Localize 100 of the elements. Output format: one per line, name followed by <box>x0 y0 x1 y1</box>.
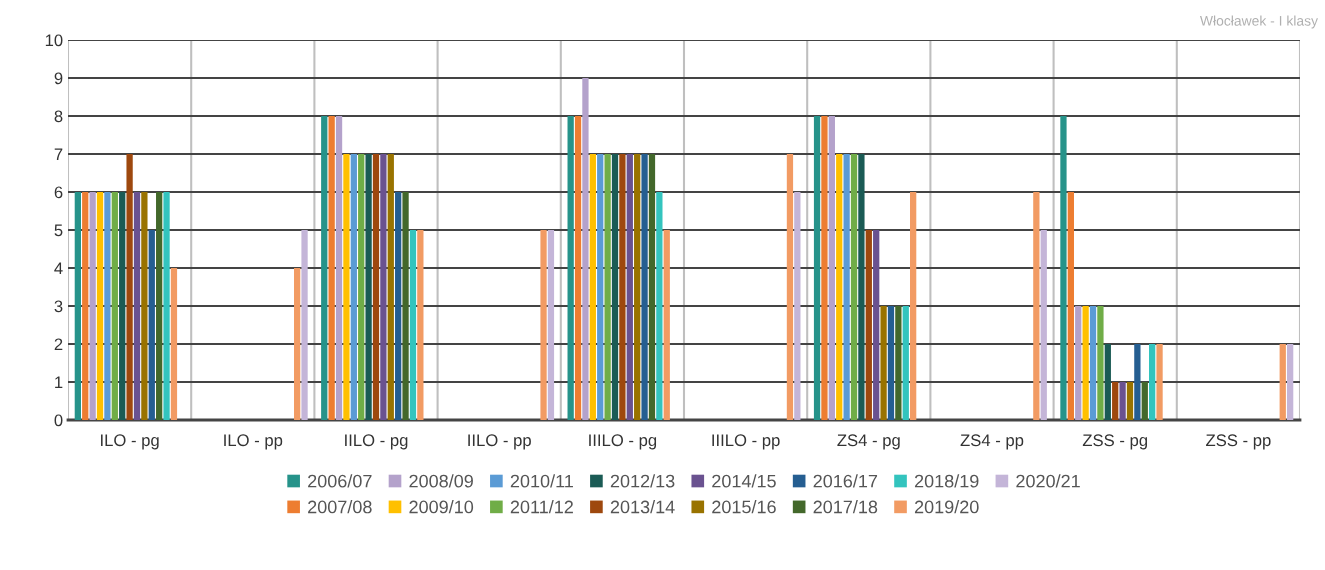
text: Włocławek - I klasy <box>1199 15 1318 29</box>
bar <box>887 306 895 420</box>
legend-label: 2007/08 <box>308 500 372 514</box>
bar <box>656 192 663 420</box>
bar <box>1287 344 1294 420</box>
bar <box>343 154 350 420</box>
bar <box>641 154 648 420</box>
x-tick-label: IILO - pp <box>468 434 531 450</box>
legend-label: 2011/12 <box>510 500 573 514</box>
x-tick-label: ILO - pg <box>101 434 159 450</box>
bar <box>902 306 909 420</box>
bar <box>1112 382 1119 420</box>
legend-label: 2017/18 <box>813 500 878 514</box>
bar <box>1119 382 1126 420</box>
bar <box>865 230 872 420</box>
bar <box>1134 344 1141 420</box>
x-tick-label: IIILO - pp <box>712 434 780 450</box>
bar <box>148 230 155 420</box>
y-tick-label: 2 <box>54 338 63 351</box>
bar <box>89 192 96 420</box>
bar <box>1040 230 1047 420</box>
bar <box>1279 344 1286 420</box>
bar <box>836 154 843 420</box>
bar <box>794 192 801 420</box>
bar <box>1082 306 1089 420</box>
y-tick-label: 5 <box>54 224 63 237</box>
bar <box>1097 306 1104 420</box>
bar <box>163 192 170 420</box>
bar <box>74 192 81 420</box>
bar <box>540 230 547 420</box>
legend-label: 2013/14 <box>610 500 675 514</box>
bar <box>96 192 104 420</box>
bar <box>1089 306 1097 420</box>
bar <box>1067 192 1074 420</box>
bar <box>547 230 555 420</box>
bar <box>372 154 380 420</box>
x-tick-label: IILO - pg <box>345 434 408 450</box>
bar <box>634 154 641 420</box>
bar <box>328 116 335 420</box>
legend-label: 2014/15 <box>712 474 776 488</box>
bar <box>858 154 865 420</box>
bar <box>663 230 670 420</box>
bar <box>574 116 582 420</box>
y-tick-label: 8 <box>54 110 63 123</box>
x-tick-label: ZSS - pg <box>1082 434 1148 450</box>
legend-label: 2010/11 <box>510 474 573 488</box>
y-tick-label: 3 <box>54 300 63 313</box>
bar <box>786 154 794 420</box>
bar <box>82 192 89 420</box>
bar <box>626 154 633 420</box>
y-tick-label: 0 <box>54 414 63 427</box>
bar <box>1141 382 1148 420</box>
bar <box>170 268 178 420</box>
bar <box>821 116 828 420</box>
bar <box>104 192 111 420</box>
bar <box>611 154 619 420</box>
y-tick-label: 7 <box>54 148 63 161</box>
x-tick-label: ZS4 - pg <box>837 434 900 450</box>
bar <box>589 154 596 420</box>
bar <box>1075 306 1082 420</box>
legend-label: 2019/20 <box>914 500 979 514</box>
bar <box>409 230 417 420</box>
bar <box>567 116 574 420</box>
bar <box>365 154 372 420</box>
x-tick-label: ZSS - pp <box>1206 434 1271 450</box>
bar <box>387 154 394 420</box>
bar <box>1126 382 1134 420</box>
y-tick-label: 9 <box>54 72 63 85</box>
legend-label: 2015/16 <box>712 500 776 514</box>
bar <box>648 154 656 420</box>
bar <box>301 230 308 420</box>
bar <box>604 154 611 420</box>
bar <box>1060 116 1067 420</box>
y-tick-label: 4 <box>54 262 63 275</box>
bar <box>1104 344 1111 420</box>
x-tick-label: ZS4 - pp <box>960 434 1024 450</box>
bar <box>619 154 626 420</box>
bar <box>582 78 589 420</box>
y-tick-label: 10 <box>45 34 63 47</box>
bar <box>813 116 821 420</box>
bar <box>395 192 402 420</box>
bar <box>850 154 858 420</box>
bar <box>910 192 917 420</box>
bar <box>1156 344 1163 420</box>
bar <box>350 154 357 420</box>
bar <box>126 154 133 420</box>
legend-label: 2020/21 <box>1016 474 1080 488</box>
bar <box>597 154 604 420</box>
bar <box>895 306 902 420</box>
bar <box>133 192 141 420</box>
bar <box>358 154 365 420</box>
bar <box>111 192 118 420</box>
legend-label: 2006/07 <box>308 474 372 488</box>
legend-label: 2016/17 <box>813 474 878 488</box>
y-tick-label: 6 <box>54 186 63 199</box>
bar <box>828 116 835 420</box>
bar <box>1149 344 1156 420</box>
x-tick-label: IIILO - pg <box>589 434 657 450</box>
bar <box>1033 192 1040 420</box>
legend-label: 2009/10 <box>409 500 474 514</box>
